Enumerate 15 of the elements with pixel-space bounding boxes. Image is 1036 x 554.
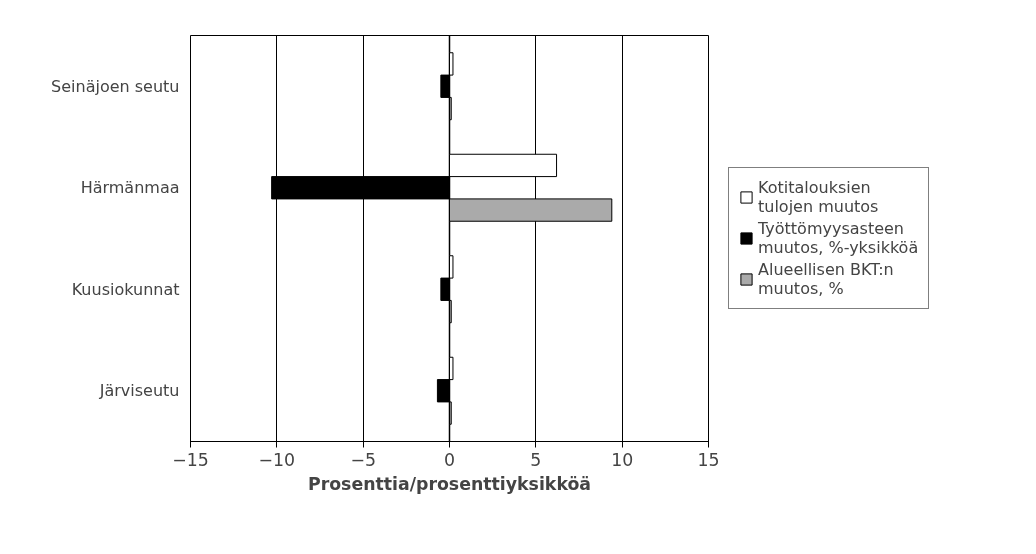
- legend-label: Työttömyysasteen muutos, %-yksikköä: [758, 219, 919, 257]
- x-tick-label: −5: [350, 449, 376, 470]
- x-tick-label: 5: [530, 449, 542, 470]
- y-tick-label: Härmänmaa: [80, 178, 180, 198]
- y-tick-label: Kuusiokunnat: [71, 279, 180, 299]
- legend-label: Kotitalouksien tulojen muutos: [758, 178, 879, 216]
- x-tick-label: 15: [697, 449, 720, 470]
- x-tick-label: −15: [172, 449, 209, 470]
- x-axis-title: Prosenttia/prosenttiyksikköä: [307, 473, 592, 494]
- x-tick-label: 10: [611, 449, 634, 470]
- legend-label: Alueellisen BKT:n muutos, %: [758, 260, 894, 298]
- y-tick-label: Seinäjoen seutu: [51, 76, 180, 96]
- y-tick-label: Järviseutu: [98, 381, 180, 401]
- x-tick-label: −10: [258, 449, 296, 470]
- x-tick-label: 0: [443, 449, 456, 470]
